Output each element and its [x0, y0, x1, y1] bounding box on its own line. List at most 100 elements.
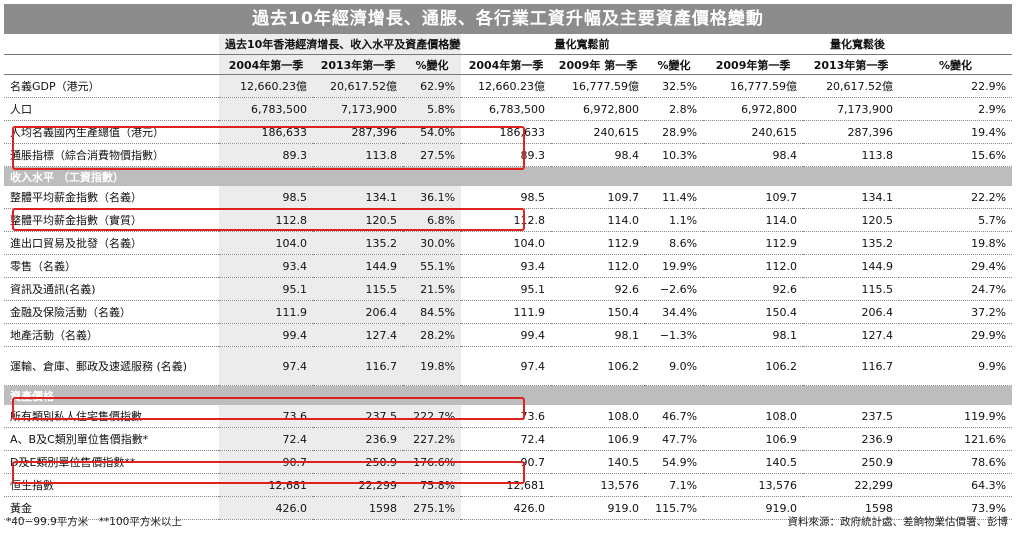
cell-value: 114.0 — [551, 208, 646, 232]
cell-value: 90.7 — [461, 450, 552, 474]
cell-value: 37.2% — [899, 300, 1013, 324]
cell-value: 20,617.52億 — [313, 74, 403, 98]
cell-value: 6,972,800 — [703, 97, 804, 121]
corner-cell — [4, 54, 219, 75]
table-row: 零售（名義） 93.4 144.9 55.1% 93.4 112.0 19.9% 112.0 1… — [4, 254, 1013, 278]
row-label: 人均名義國內生產總值（港元） — [4, 120, 219, 144]
row-label: 所有類別私人住宅售價指數 — [4, 405, 219, 428]
cell-value: 112.0 — [551, 254, 646, 278]
cell-value: 114.0 — [703, 208, 804, 232]
cell-value: 99.4 — [461, 323, 552, 347]
cell-value: 237.5 — [803, 405, 900, 428]
cell-value: 54.9% — [645, 450, 704, 474]
cell-value: 21.5% — [403, 277, 462, 301]
cell-value: 113.8 — [803, 143, 900, 167]
cell-value: 206.4 — [803, 300, 900, 324]
cell-value: 112.9 — [703, 231, 804, 255]
cell-value: 29.9% — [899, 323, 1013, 347]
cell-value: 150.4 — [703, 300, 804, 324]
cell-value: 112.8 — [219, 208, 313, 232]
table-row: 恒生指數 12,681 22,299 75.8% 12,681 13,576 7.1% 13,… — [4, 473, 1013, 497]
cell-value: 106.2 — [551, 346, 646, 386]
cell-value: 109.7 — [703, 186, 804, 209]
cell-value: 55.1% — [403, 254, 462, 278]
row-label: A、B及C類別單位售價指數* — [4, 427, 219, 451]
cell-value: 104.0 — [461, 231, 552, 255]
group-header-after-qe: 量化寬鬆後 — [703, 34, 1013, 55]
cell-value: 20,617.52億 — [803, 74, 900, 98]
cell-value: 134.1 — [313, 186, 403, 209]
cell-value: 54.0% — [403, 120, 462, 144]
cell-value: 236.9 — [803, 427, 900, 451]
section-assets-label: 資產價格 — [4, 385, 1013, 405]
cell-value: 106.9 — [703, 427, 804, 451]
cell-value: 95.1 — [219, 277, 313, 301]
cell-value: 919.0 — [551, 496, 646, 520]
cell-value: 111.9 — [461, 300, 552, 324]
cell-value: 73.6 — [219, 405, 313, 428]
cell-value: 22.2% — [899, 186, 1013, 209]
cell-value: −2.6% — [645, 277, 704, 301]
cell-value: 29.4% — [899, 254, 1013, 278]
cell-value: 12,660.23億 — [219, 74, 313, 98]
cell-value: 13,576 — [551, 473, 646, 497]
cell-value: 9.0% — [645, 346, 704, 386]
cell-value: 7,173,900 — [803, 97, 900, 121]
cell-value: 12,660.23億 — [461, 74, 552, 98]
cell-value: 16,777.59億 — [703, 74, 804, 98]
cell-value: 72.4 — [461, 427, 552, 451]
cell-value: 73.6 — [461, 405, 552, 428]
table-row: 金融及保險活動（名義） 111.9 206.4 84.5% 111.9 150.4 34.4… — [4, 300, 1013, 324]
table-row: 人均名義國內生產總值（港元） 186,633 287,396 54.0% 186,633… — [4, 120, 1013, 144]
column-header-row: 2004年第一季 2013年第一季 %變化 2004年第一季 2009年 第一季 %變化 2… — [4, 54, 1013, 75]
cell-value: 186,633 — [219, 120, 313, 144]
table-row: 進出口貿易及批發（名義） 104.0 135.2 30.0% 104.0 112.9 8.6… — [4, 231, 1013, 255]
row-label: 通脹指標（綜合消費物價指數） — [4, 143, 219, 167]
cell-value: 104.0 — [219, 231, 313, 255]
cell-value: 135.2 — [803, 231, 900, 255]
cell-value: 176.6% — [403, 450, 462, 474]
cell-value: 287,396 — [803, 120, 900, 144]
cell-value: 98.5 — [219, 186, 313, 209]
cell-value: 93.4 — [219, 254, 313, 278]
cell-value: 84.5% — [403, 300, 462, 324]
cell-value: 150.4 — [551, 300, 646, 324]
table-row: 通脹指標（綜合消費物價指數） 89.3 113.8 27.5% 89.3 98.4 10.3… — [4, 143, 1013, 167]
cell-value: 98.5 — [461, 186, 552, 209]
cell-value: 2.9% — [899, 97, 1013, 121]
cell-value: 22,299 — [313, 473, 403, 497]
cell-value: 106.9 — [551, 427, 646, 451]
column-header: %變化 — [899, 54, 1013, 75]
cell-value: 10.3% — [645, 143, 704, 167]
column-header: 2004年第一季 — [461, 54, 552, 75]
cell-value: 108.0 — [703, 405, 804, 428]
row-label: 零售（名義） — [4, 254, 219, 278]
cell-value: 140.5 — [551, 450, 646, 474]
cell-value: 16,777.59億 — [551, 74, 646, 98]
cell-value: 19.9% — [645, 254, 704, 278]
cell-value: 99.4 — [219, 323, 313, 347]
section-assets: 資產價格 — [4, 385, 1013, 405]
cell-value: 250.9 — [313, 450, 403, 474]
cell-value: 120.5 — [803, 208, 900, 232]
cell-value: 34.4% — [645, 300, 704, 324]
cell-value: 27.5% — [403, 143, 462, 167]
table-row: 人口 6,783,500 7,173,900 5.8% 6,783,500 6,972,8… — [4, 97, 1013, 121]
cell-value: 127.4 — [313, 323, 403, 347]
cell-value: 98.4 — [703, 143, 804, 167]
cell-value: 426.0 — [461, 496, 552, 520]
cell-value: 186,633 — [461, 120, 552, 144]
cell-value: 19.4% — [899, 120, 1013, 144]
cell-value: 6,972,800 — [551, 97, 646, 121]
table-row: 地產活動（名義） 99.4 127.4 28.2% 99.4 98.1 −1.3% 98.1 1… — [4, 323, 1013, 347]
cell-value: 6.8% — [403, 208, 462, 232]
cell-value: 75.8% — [403, 473, 462, 497]
row-label: 名義GDP（港元） — [4, 74, 219, 98]
cell-value: 1598 — [803, 496, 900, 520]
cell-value: 121.6% — [899, 427, 1013, 451]
cell-value: 28.9% — [645, 120, 704, 144]
row-label: 整體平均薪金指數（實質） — [4, 208, 219, 232]
source-note: 資料來源：政府統計處、差餉物業估價署、彭博 — [787, 516, 1009, 528]
cell-value: 134.1 — [803, 186, 900, 209]
row-label: 整體平均薪金指數（名義） — [4, 186, 219, 209]
